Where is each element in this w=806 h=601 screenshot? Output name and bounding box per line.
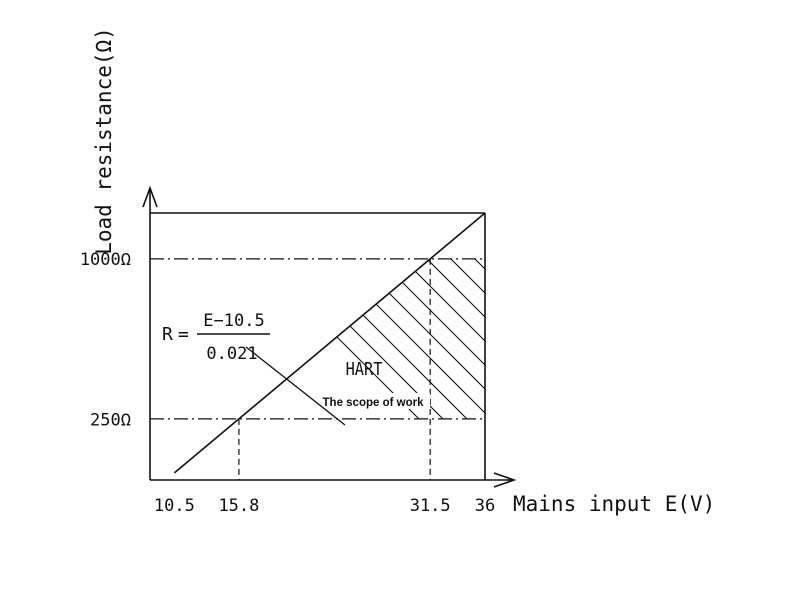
hatch-stroke (238, 258, 485, 419)
region-label: HART (346, 358, 383, 380)
formula-numerator: E−10.5 (203, 311, 264, 331)
y-tick-label: 1000Ω (80, 250, 131, 270)
x-axis-label: Mains input E(V) (513, 492, 715, 516)
hatch-stroke (238, 258, 485, 419)
formula-leader-line (245, 346, 346, 426)
x-tick-label: 31.5 (410, 496, 451, 516)
load-line (173, 212, 486, 474)
x-tick-label: 36 (475, 496, 495, 516)
hatch-stroke (238, 258, 485, 419)
formula-lhs: R (162, 324, 173, 345)
x-tick-label: 15.8 (218, 496, 259, 516)
formula-denominator: 0.021 (206, 344, 257, 364)
y-axis-arrow (142, 185, 158, 208)
region-caption: The scope of work (323, 397, 425, 409)
region-caption-bg (316, 393, 430, 409)
formula-eq: = (178, 324, 189, 345)
hatch-stroke (238, 258, 485, 419)
hatch-stroke (744, 0, 806, 600)
y-tick-label: 250Ω (90, 410, 131, 430)
y-axis-label: Load resistance(Ω) (92, 27, 116, 255)
x-tick-label: 10.5 (154, 496, 195, 516)
hatch-stroke (720, 0, 806, 600)
hatch-stroke (792, 0, 806, 600)
x-axis-arrow (493, 472, 517, 488)
hatch-stroke (768, 0, 806, 600)
hatch-stroke (238, 258, 485, 419)
hatch-stroke (238, 258, 485, 419)
